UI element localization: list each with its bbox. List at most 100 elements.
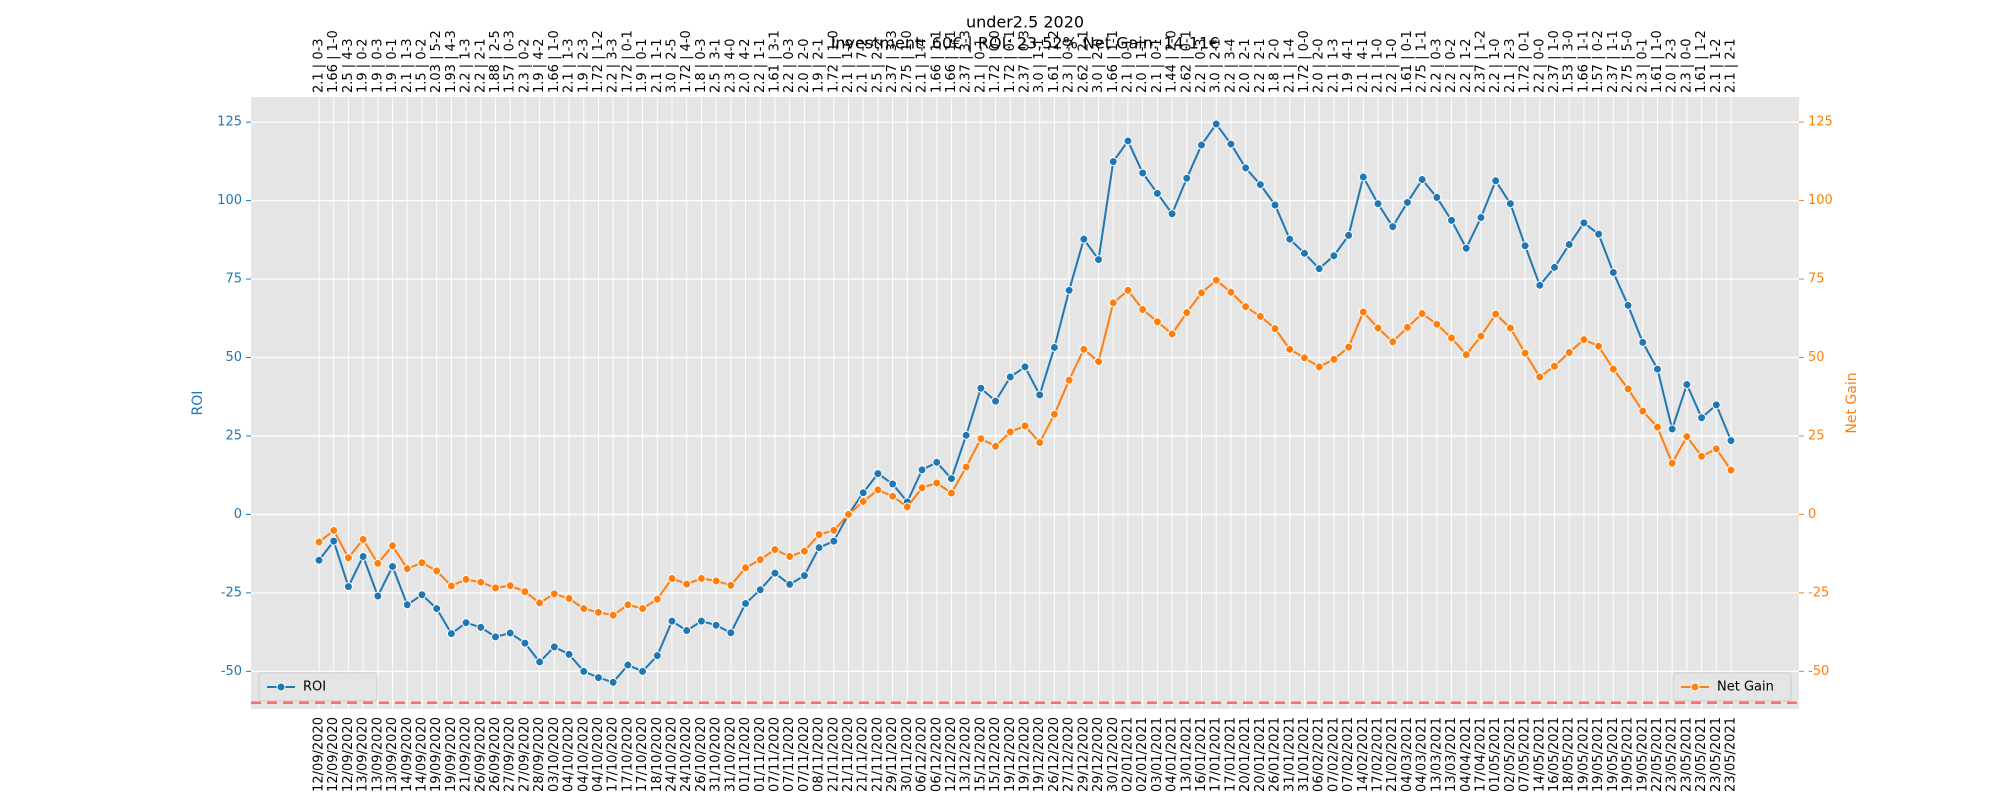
data-point <box>1226 287 1236 297</box>
data-point <box>358 551 368 561</box>
data-point <box>1697 413 1707 423</box>
top-tick-label: 2.2 | 0-3 <box>782 38 797 93</box>
data-point <box>432 604 442 614</box>
top-tick-label: 1.66 | 1-0 <box>326 30 341 93</box>
x-tick-label: 13/01/2021 <box>1179 717 1194 792</box>
data-point <box>1638 406 1648 416</box>
data-point <box>1491 309 1501 319</box>
data-point <box>476 622 486 632</box>
top-tick-label: 1.8 | 0-3 <box>694 38 709 93</box>
data-point <box>1064 285 1074 295</box>
data-point <box>1623 300 1633 310</box>
x-tick-label: 16/01/2021 <box>1194 717 1209 792</box>
data-point <box>1505 199 1515 209</box>
x-tick-label: 18/05/2021 <box>1562 717 1577 792</box>
x-tick-label: 13/09/2020 <box>356 717 371 792</box>
top-tick-label: 2.2 | 3-3 <box>606 38 621 93</box>
y-tick-label: 0 <box>234 507 242 522</box>
data-point <box>535 657 545 667</box>
data-point <box>1241 302 1251 312</box>
x-tick-label: 21/11/2020 <box>826 717 841 792</box>
data-point <box>1491 176 1501 186</box>
x-tick-label: 04/03/2021 <box>1400 717 1415 792</box>
x-tick-label: 17/02/2021 <box>1371 717 1386 792</box>
data-point <box>1373 199 1383 209</box>
x-tick-label: 12/09/2020 <box>341 717 356 792</box>
data-point <box>1652 422 1662 432</box>
x-tick-label: 30/11/2020 <box>900 717 915 792</box>
data-point <box>1682 432 1692 442</box>
top-tick-label: 2.2 | 0-3 <box>1429 38 1444 93</box>
x-tick-label: 17/04/2021 <box>1473 717 1488 792</box>
x-tick-label: 31/10/2020 <box>723 717 738 792</box>
legend-box <box>258 672 378 702</box>
x-tick-label: 23/05/2021 <box>1709 717 1724 792</box>
x-tick-label: 12/12/2020 <box>944 717 959 792</box>
data-point <box>549 642 559 652</box>
data-point <box>1285 344 1295 354</box>
top-tick-label: 2.1 | 1-1 <box>650 38 665 93</box>
data-point <box>1417 309 1427 319</box>
x-tick-label: 01/11/2020 <box>738 717 753 792</box>
x-tick-label: 19/12/2020 <box>1032 717 1047 792</box>
top-tick-label: 2.1 | 7-2 <box>856 38 871 93</box>
x-tick-label: 04/10/2020 <box>591 717 606 792</box>
top-tick-label: 2.75 | 5-0 <box>1621 30 1636 93</box>
data-point <box>1211 275 1221 285</box>
data-point <box>638 604 648 614</box>
data-point <box>1255 180 1265 190</box>
top-tick-label: 2.0 | 4-2 <box>738 38 753 93</box>
data-point <box>1079 234 1089 244</box>
top-tick-label: 2.3 | 0-2 <box>517 38 532 93</box>
data-point <box>1667 458 1677 468</box>
data-point <box>888 479 898 489</box>
x-tick-label: 04/01/2021 <box>1165 717 1180 792</box>
y2-tick-label: 50 <box>1808 350 1825 365</box>
chart-subtitle: Investment: 60€ | ROI: 23.52% Net Gain: … <box>831 34 1220 53</box>
data-point <box>799 546 809 556</box>
x-tick-label: 07/11/2020 <box>782 717 797 792</box>
x-tick-label: 07/11/2020 <box>797 717 812 792</box>
top-tick-label: 1.57 | 0-2 <box>1591 30 1606 93</box>
x-tick-label: 14/05/2021 <box>1532 717 1547 792</box>
top-tick-label: 1.61 | 1-2 <box>1694 30 1709 93</box>
x-tick-label: 08/11/2020 <box>812 717 827 792</box>
data-point <box>1726 436 1736 446</box>
x-tick-label: 27/09/2020 <box>503 717 518 792</box>
data-point <box>1550 262 1559 272</box>
data-point <box>1373 323 1383 333</box>
data-point <box>535 598 545 608</box>
legend-label: ROI <box>303 680 326 695</box>
data-point <box>961 430 971 440</box>
x-tick-label: 19/09/2020 <box>429 717 444 792</box>
top-tick-label: 2.2 | 1-1 <box>753 38 768 93</box>
data-point <box>1579 218 1589 228</box>
x-tick-label: 21/11/2020 <box>841 717 856 792</box>
data-point <box>1344 342 1354 352</box>
top-tick-label: 1.72 | 4-0 <box>679 30 694 93</box>
x-tick-label: 07/02/2021 <box>1341 717 1356 792</box>
x-tick-label: 19/12/2020 <box>1018 717 1033 792</box>
data-point <box>711 620 721 630</box>
top-tick-label: 2.2 | 0-3 <box>1194 38 1209 93</box>
x-tick-label: 21/11/2020 <box>870 717 885 792</box>
top-tick-label: 1.9 | 4-2 <box>532 38 547 93</box>
x-tick-label: 04/04/2021 <box>1459 717 1474 792</box>
data-point <box>1402 197 1412 207</box>
x-tick-label: 04/10/2020 <box>576 717 591 792</box>
data-point <box>652 651 662 661</box>
data-point <box>1711 400 1721 410</box>
x-tick-label: 22/05/2021 <box>1650 717 1665 792</box>
x-tick-label: 16/05/2021 <box>1547 717 1562 792</box>
data-point <box>946 488 956 498</box>
data-point <box>726 628 736 638</box>
y2-tick-label: 125 <box>1808 115 1833 130</box>
top-tick-label: 1.9 | 4-1 <box>1341 38 1356 93</box>
data-point <box>829 536 839 546</box>
data-point <box>814 543 824 553</box>
data-point <box>1358 172 1368 182</box>
chart-title: under2.5 2020 <box>966 13 1084 32</box>
x-tick-label: 24/10/2020 <box>679 717 694 792</box>
data-point <box>741 563 751 573</box>
x-tick-label: 02/05/2021 <box>1503 717 1518 792</box>
